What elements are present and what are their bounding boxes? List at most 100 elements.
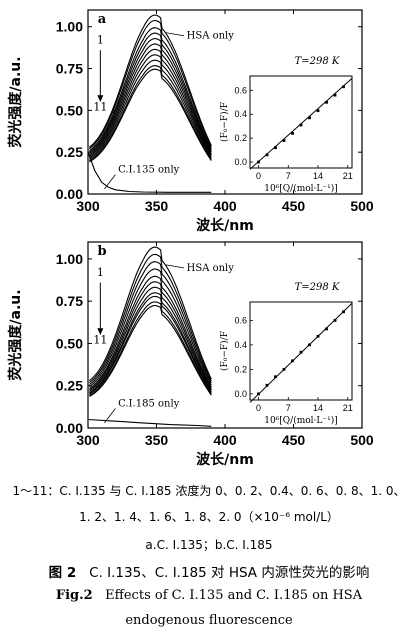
- inset-data-point: [325, 327, 328, 331]
- spectrum-curve-9: [89, 59, 212, 160]
- inset-y-tick-label: 0.6: [234, 315, 247, 325]
- concentration-arrow-head: [97, 95, 104, 102]
- inset-y-axis-label: (F₀−F)/F: [219, 102, 230, 142]
- dye-only-curve: [87, 152, 212, 193]
- inset-x-tick-label: 0: [256, 171, 261, 181]
- spectrum-curve-8: [89, 54, 212, 159]
- inset-data-point: [257, 160, 260, 164]
- arrow-start-label: 1: [97, 33, 104, 46]
- inset-y-axis-label: (F₀−F)/F: [219, 331, 230, 371]
- dye-only-curve: [87, 418, 212, 427]
- inset-x-tick-label: 21: [343, 171, 353, 181]
- inset-data-point: [299, 123, 303, 127]
- label-hsa-only: HSA only: [187, 263, 235, 274]
- spectrum-curve-3: [89, 261, 212, 386]
- y-tick-label: 0.25: [56, 378, 83, 394]
- panel-letter: a: [98, 12, 107, 27]
- spectrum-curve-6: [89, 281, 212, 391]
- leader-line-hsa: [166, 264, 184, 269]
- leader-line-dye: [104, 174, 116, 190]
- spectrum-curve-1: [89, 14, 212, 148]
- spectrum-curve-2: [89, 253, 212, 384]
- inset-title: T=298 K: [295, 282, 340, 293]
- spectrum-curve-3: [89, 27, 212, 152]
- y-tick-label: 0.00: [56, 420, 83, 436]
- inset-data-point: [274, 375, 277, 379]
- y-tick-label: 0.25: [56, 144, 83, 160]
- x-tick-label: 300: [76, 198, 100, 214]
- x-tick-label: 500: [350, 198, 374, 214]
- spectrum-curve-1: [89, 246, 212, 382]
- arrow-start-label: 1: [97, 266, 104, 279]
- inset-y-tick-label: 0.4: [234, 109, 247, 119]
- label-dye-only: C.I.185 only: [118, 398, 180, 409]
- caption-line-2: 1. 2、1. 4、1. 6、1. 8、2. 0（×10⁻⁶ mol/L）: [79, 510, 339, 524]
- x-axis-label: 波长/nm: [196, 451, 254, 468]
- y-tick-label: 0.50: [56, 335, 83, 351]
- inset-data-point: [257, 392, 260, 396]
- inset-data-point: [333, 318, 337, 322]
- inset-y-tick-label: 0.0: [234, 389, 247, 399]
- inset-data-point: [325, 100, 328, 104]
- x-tick-label: 400: [213, 432, 237, 448]
- x-tick-label: 500: [350, 432, 374, 448]
- inset-data-point: [265, 383, 269, 387]
- inset-x-axis-label: 10⁶[Q/(mol·L⁻¹)]: [264, 415, 338, 426]
- inset-y-tick-label: 0.0: [234, 157, 247, 167]
- inset-x-tick-label: 7: [286, 171, 291, 181]
- x-tick-label: 400: [213, 198, 237, 214]
- inset-data-point: [282, 139, 286, 142]
- inset-x-tick-label: 14: [313, 403, 323, 413]
- spectrum-curve-8: [89, 292, 212, 394]
- figure-title-en: Effects of C. I.135 and C. I.185 on HSA: [105, 588, 363, 603]
- spectrum-curve-7: [89, 286, 212, 392]
- x-tick-label: 450: [282, 198, 306, 214]
- spectrum-curve-6: [89, 43, 212, 156]
- figure-caption-en: Fig.2 Effects of C. I.135 and C. I.185 o…: [0, 588, 418, 603]
- x-tick-label: 350: [145, 432, 169, 448]
- concentration-arrow-head: [97, 328, 104, 335]
- y-tick-label: 1.00: [56, 251, 83, 267]
- label-dye-only: C.I.135 only: [118, 165, 180, 176]
- y-tick-label: 0.75: [56, 61, 83, 77]
- spectrum-curve-10: [89, 301, 212, 396]
- y-axis-label: 荧光强度/a.u.: [7, 289, 24, 380]
- figure-caption-cn: 图 2 C. I.135、C. I.185 对 HSA 内源性荧光的影响: [0, 561, 418, 581]
- inset-title: T=298 K: [295, 56, 340, 67]
- y-tick-label: 0.75: [56, 293, 83, 309]
- inset-data-point: [265, 153, 269, 157]
- spectrum-curve-2: [89, 19, 212, 150]
- spectrum-curve-4: [89, 32, 212, 153]
- figure-number-en: Fig.2: [55, 588, 93, 603]
- y-tick-label: 0.50: [56, 102, 83, 118]
- inset-x-tick-label: 14: [313, 171, 323, 181]
- inset-y-tick-label: 0.2: [234, 133, 247, 143]
- caption-line-1: 1～11：C. I.135 与 C. I.185 浓度为 0、0. 2、0.4、…: [12, 484, 406, 498]
- spectrum-curve-9: [89, 295, 212, 395]
- spectrum-curve-4: [89, 268, 212, 388]
- inset-y-tick-label: 0.6: [234, 85, 247, 95]
- spectrum-curve-10: [89, 65, 212, 162]
- x-axis-label: 波长/nm: [196, 217, 254, 234]
- y-axis-label: 荧光强度/a.u.: [7, 56, 24, 147]
- panel-letter: b: [97, 244, 106, 259]
- arrow-end-label: 11: [93, 333, 107, 346]
- x-tick-label: 350: [145, 198, 169, 214]
- inset-data-point: [291, 359, 294, 363]
- figure-title-en-line2: endogenous fluorescence: [125, 613, 293, 628]
- inset-y-tick-label: 0.4: [234, 340, 247, 350]
- x-tick-label: 300: [76, 432, 100, 448]
- inset-x-tick-label: 7: [286, 403, 291, 413]
- y-tick-label: 0.00: [56, 186, 83, 202]
- inset-data-point: [282, 367, 286, 371]
- spectrum-curve-5: [89, 275, 212, 390]
- leader-line-hsa: [166, 32, 184, 37]
- inset-data-point: [342, 85, 345, 89]
- spectrum-curve-5: [89, 37, 212, 154]
- inset-data-point: [308, 116, 311, 120]
- leader-line-dye: [104, 408, 116, 424]
- inset-data-point: [299, 350, 303, 354]
- inset-data-point: [316, 109, 320, 113]
- y-tick-label: 1.00: [56, 19, 83, 35]
- inset-data-point: [291, 131, 294, 135]
